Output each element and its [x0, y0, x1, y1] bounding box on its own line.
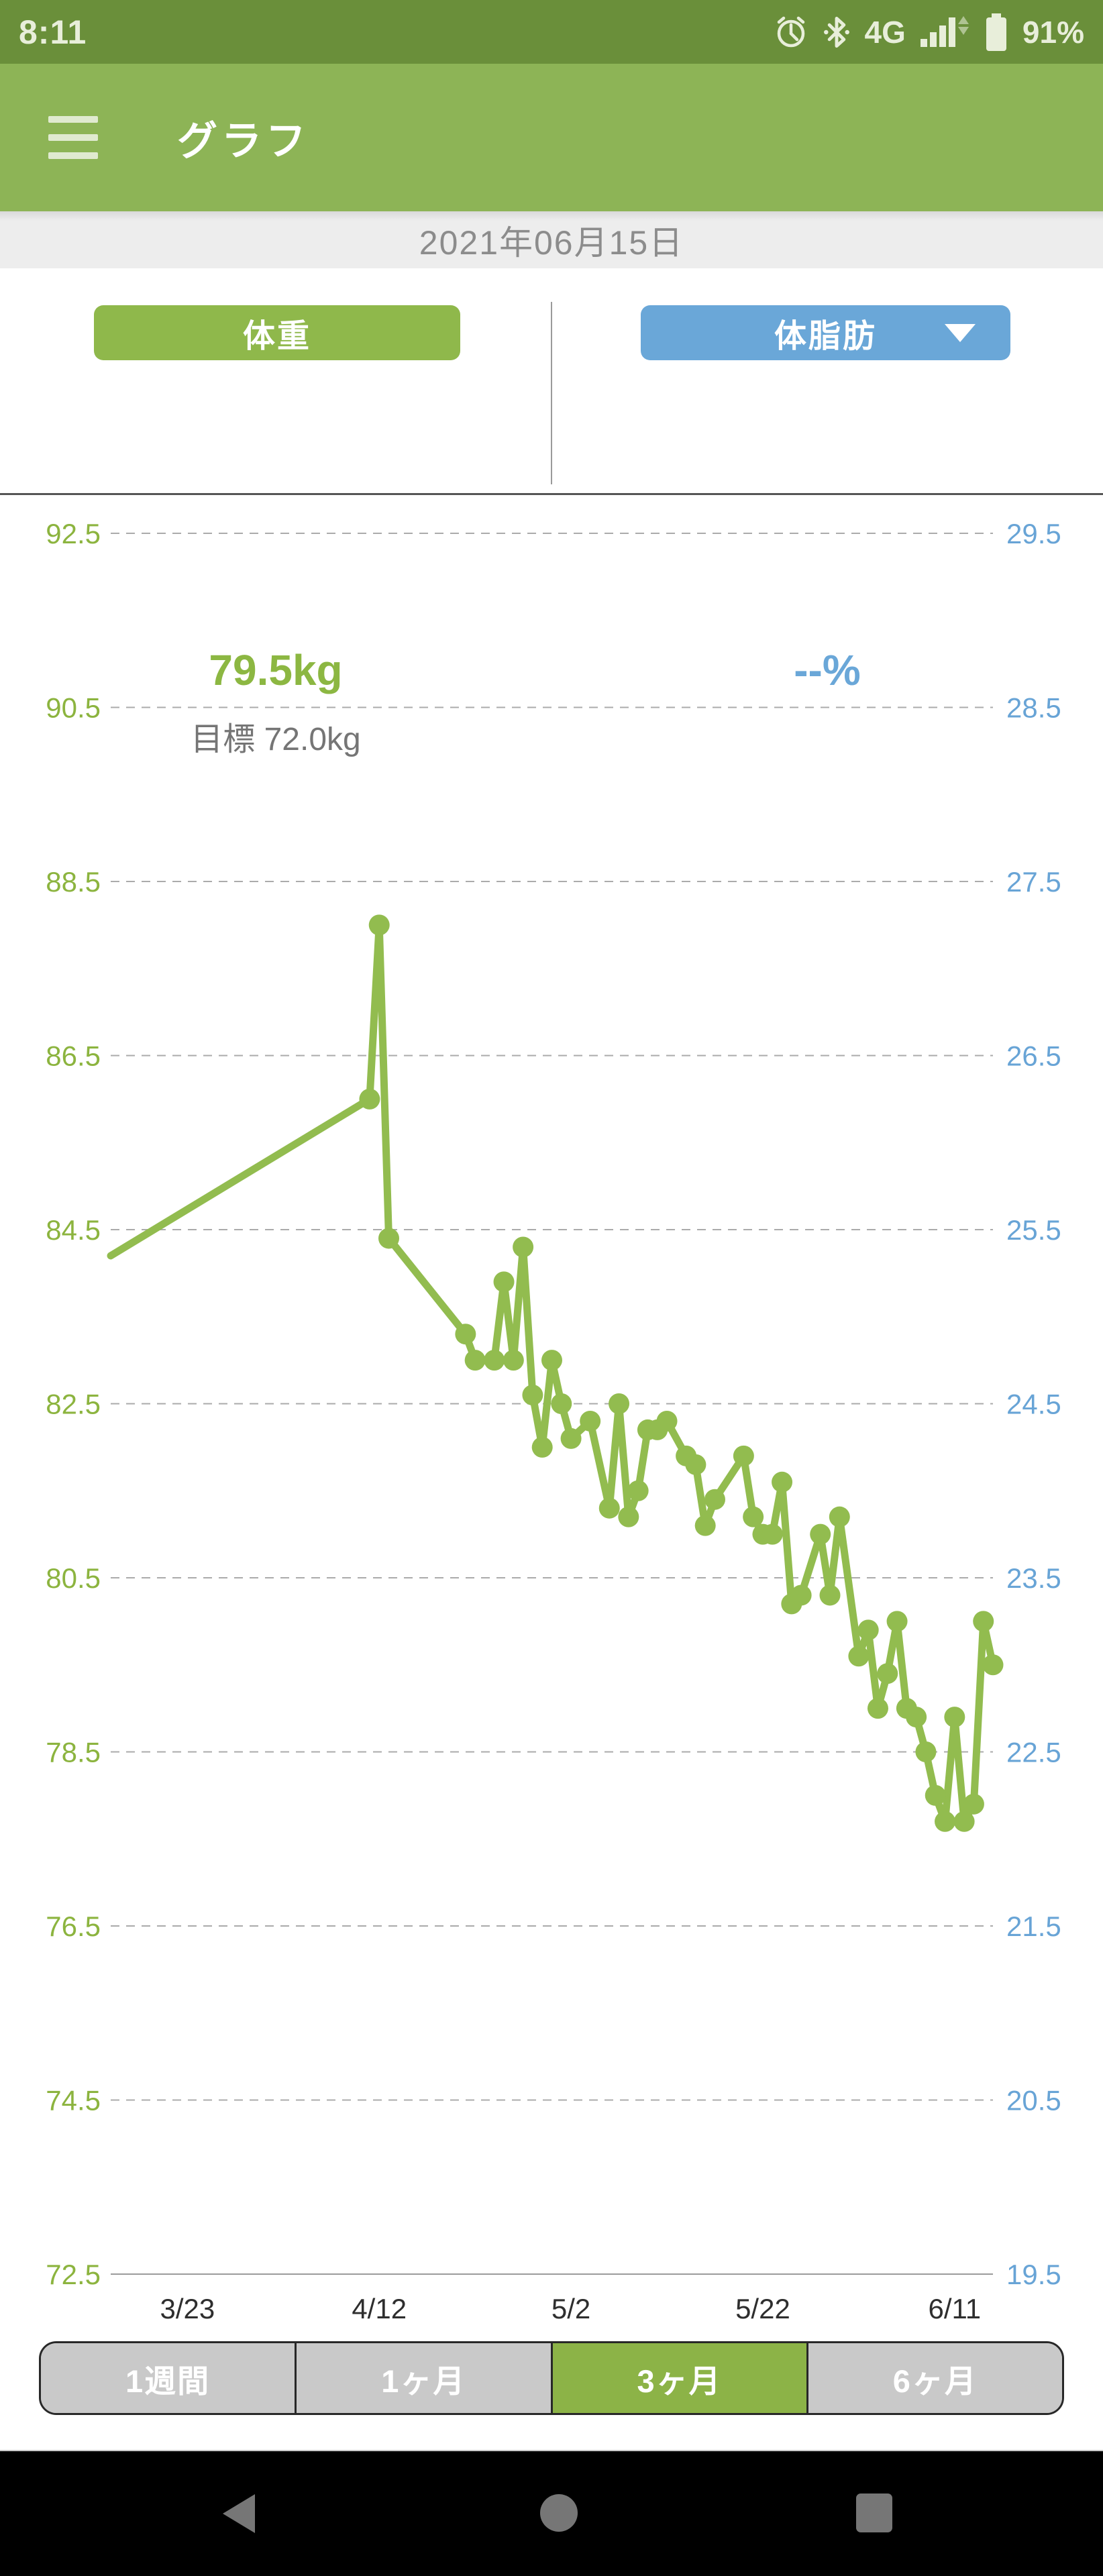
svg-text:86.5: 86.5 — [46, 1040, 101, 1072]
home-icon[interactable] — [540, 2494, 578, 2532]
svg-text:5/22: 5/22 — [735, 2293, 790, 2324]
metric-panels: 体重 79.5kg 目標 72.0kg 体脂肪 --% — [0, 268, 1103, 757]
period-option-3ヶ月[interactable]: 3ヶ月 — [550, 2343, 806, 2413]
period-option-1週間[interactable]: 1週間 — [41, 2343, 295, 2413]
period-option-6ヶ月[interactable]: 6ヶ月 — [806, 2343, 1062, 2413]
bluetooth-icon — [823, 15, 850, 50]
svg-text:25.5: 25.5 — [1006, 1214, 1061, 1246]
battery-percent-label: 91% — [1022, 14, 1084, 50]
svg-text:74.5: 74.5 — [46, 2085, 101, 2116]
weight-line-chart[interactable]: 92.5 29.5 90.5 28.5 88.5 27.5 86.5 26.5 84.5 25.5… — [0, 496, 1103, 2334]
weight-tab-button[interactable]: 体重 — [94, 305, 460, 360]
alarm-icon — [774, 15, 808, 50]
svg-text:26.5: 26.5 — [1006, 1040, 1061, 1072]
dropdown-triangle-icon — [945, 324, 976, 342]
svg-text:92.5: 92.5 — [46, 518, 101, 549]
svg-text:20.5: 20.5 — [1006, 2085, 1061, 2116]
svg-text:6/11: 6/11 — [929, 2293, 982, 2324]
status-bar: 8:11 — [0, 0, 1103, 64]
svg-text:72.5: 72.5 — [46, 2259, 101, 2290]
svg-text:22.5: 22.5 — [1006, 1737, 1061, 1768]
body-fat-label: 体脂肪 — [774, 319, 877, 354]
weight-goal-label: 目標 72.0kg — [191, 722, 361, 757]
svg-text:5/2: 5/2 — [552, 2293, 590, 2324]
menu-icon[interactable] — [48, 116, 98, 159]
svg-text:27.5: 27.5 — [1006, 866, 1061, 898]
date-bar: 2021年06月15日 — [0, 211, 1103, 268]
signal-icon — [920, 15, 970, 50]
weight-tab-label: 体重 — [242, 319, 311, 354]
svg-text:82.5: 82.5 — [46, 1389, 101, 1420]
svg-text:21.5: 21.5 — [1006, 1911, 1061, 1942]
current-date-label: 2021年06月15日 — [419, 223, 684, 262]
app-header: グラフ — [0, 64, 1103, 211]
svg-text:3/23: 3/23 — [160, 2293, 215, 2324]
svg-text:24.5: 24.5 — [1006, 1389, 1061, 1420]
svg-text:78.5: 78.5 — [46, 1737, 101, 1768]
clock-time: 8:11 — [19, 13, 87, 51]
panel-divider — [551, 302, 552, 484]
svg-text:4/12: 4/12 — [352, 2293, 407, 2324]
svg-text:84.5: 84.5 — [46, 1214, 101, 1246]
body-fat-value: --% — [794, 646, 861, 694]
period-option-1ヶ月[interactable]: 1ヶ月 — [295, 2343, 551, 2413]
svg-text:88.5: 88.5 — [46, 866, 101, 898]
weight-value: 79.5kg — [209, 646, 343, 694]
back-icon[interactable] — [223, 2494, 255, 2533]
section-divider — [0, 493, 1103, 495]
svg-text:76.5: 76.5 — [46, 1911, 101, 1942]
page-title: グラフ — [177, 118, 310, 164]
svg-text:28.5: 28.5 — [1006, 692, 1061, 724]
svg-text:23.5: 23.5 — [1006, 1562, 1061, 1594]
battery-icon — [985, 13, 1008, 51]
period-selector: 1週間 1ヶ月 3ヶ月 6ヶ月 — [39, 2341, 1064, 2415]
status-icons: 4G — [774, 13, 1084, 51]
svg-text:80.5: 80.5 — [46, 1562, 101, 1594]
svg-text:29.5: 29.5 — [1006, 518, 1061, 549]
network-type-label: 4G — [864, 14, 906, 50]
svg-text:90.5: 90.5 — [46, 692, 101, 724]
recents-icon[interactable] — [856, 2493, 892, 2532]
svg-text:19.5: 19.5 — [1006, 2259, 1061, 2290]
body-fat-dropdown-button[interactable]: 体脂肪 — [641, 305, 1010, 360]
